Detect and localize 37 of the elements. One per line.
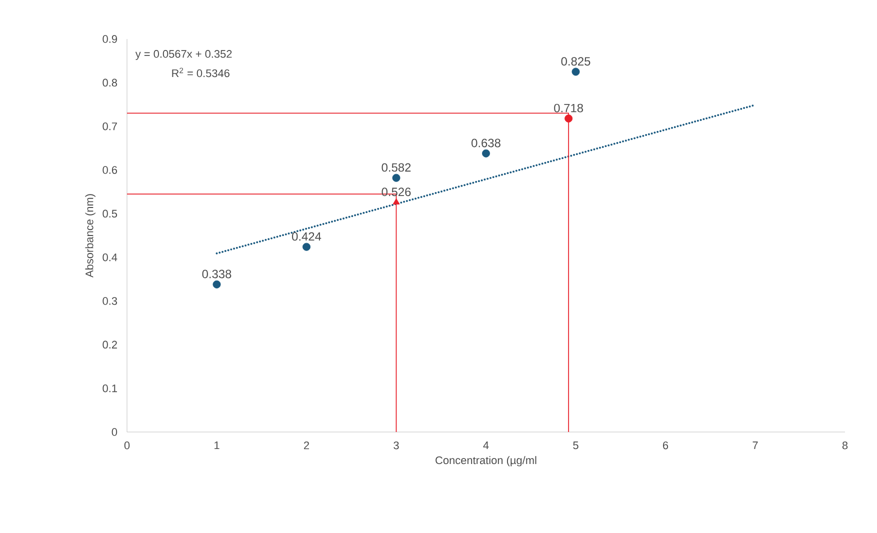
y-tick-label: 0.7 (102, 122, 117, 130)
point (302, 242, 310, 251)
point (212, 280, 221, 288)
y-tick-label: 0.4 (102, 253, 118, 262)
x-tick-label: 2 (304, 442, 309, 450)
annotation: R$^{2}$ = 0.5346 (172, 68, 230, 78)
x-tick-label: 8 (842, 442, 848, 450)
x-tick-label: 6 (663, 442, 668, 450)
point (564, 114, 573, 122)
y-tick-label: 0.9 (102, 35, 117, 43)
point (572, 68, 580, 76)
x-tick-label: 0 (124, 442, 130, 450)
x-tick-label: 3 (394, 442, 399, 450)
y-tick-label: 0.8 (102, 78, 118, 87)
x-axis-title: Concentration (µg/ml (436, 456, 536, 466)
annotation: y = 0.0567x + 0.352 (135, 50, 232, 60)
y-tick-label: 0 (112, 428, 118, 436)
x-tick-label: 7 (752, 442, 758, 450)
x-tick-label: 4 (483, 442, 489, 450)
y-tick-label: 0.5 (102, 210, 118, 218)
point (482, 149, 490, 158)
data-label: 0.825 (561, 57, 590, 66)
y-tick-label: 0.1 (102, 384, 117, 392)
data-label: 0.718 (554, 104, 584, 112)
x-tick-label: 5 (573, 442, 578, 450)
point (392, 198, 400, 204)
point (392, 174, 400, 182)
data-label: 0.526 (382, 188, 411, 196)
data-label: 0.338 (202, 270, 232, 278)
data-label: 0.424 (292, 232, 322, 241)
y-tick-label: 0.6 (102, 166, 118, 174)
y-tick-label: 0.2 (102, 340, 117, 349)
x-tick-label: 1 (214, 442, 220, 450)
y-axis-title: Absorbance (nm) (85, 194, 96, 278)
data-label: 0.582 (382, 163, 411, 172)
y-tick-label: 0.3 (102, 297, 118, 305)
data-label: 0.638 (472, 138, 500, 148)
